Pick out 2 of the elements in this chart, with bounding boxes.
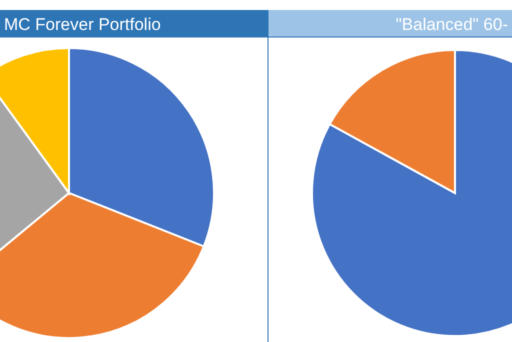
chart-title: MC Forever Portfolio [4, 15, 161, 34]
chart-title: "Balanced" 60- [396, 15, 508, 34]
